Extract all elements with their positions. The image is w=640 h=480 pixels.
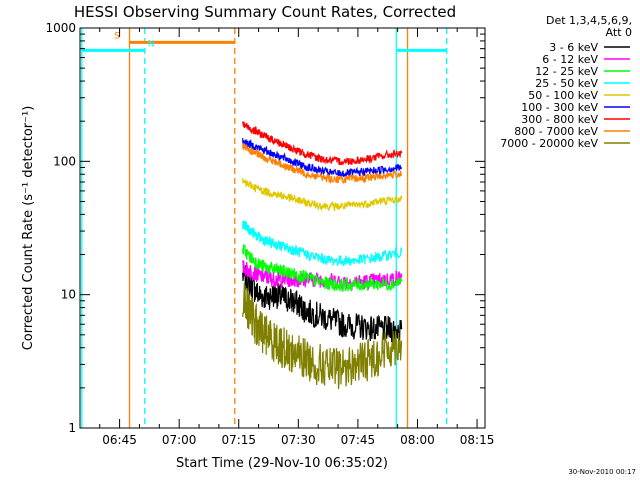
- flag-label-0: S: [114, 31, 120, 41]
- x-tick-label-3: 07:30: [281, 433, 316, 447]
- plot-area: SN: [81, 28, 448, 428]
- y-tick-label-0: 1: [68, 421, 76, 435]
- x-tick-label-0: 06:45: [102, 433, 137, 447]
- x-axis-label: Start Time (29-Nov-10 06:35:02): [176, 456, 388, 471]
- plot-frame: [79, 27, 486, 429]
- series-line-8: [242, 282, 403, 390]
- series-line-4: [242, 177, 403, 212]
- axes: 06:45 07:00 07:15 07:30 07:45 08:00 08:15 1 10 10…: [45, 21, 494, 447]
- series-line-1: [242, 260, 403, 292]
- flag-label-1: N: [148, 39, 155, 49]
- series-line-7: [242, 143, 403, 184]
- legend-label-8: 7000 - 20000 keV: [500, 137, 598, 150]
- series-line-3: [242, 220, 403, 267]
- x-tick-label-4: 07:45: [341, 433, 376, 447]
- legend-label-1: 6 - 12 keV: [542, 53, 598, 66]
- x-tick-label-2: 07:15: [221, 433, 256, 447]
- x-tick-label-5: 08:00: [400, 433, 435, 447]
- x-tick-label-6: 08:15: [460, 433, 495, 447]
- y-tick-label-2: 100: [53, 154, 76, 168]
- legend-label-4: 50 - 100 keV: [528, 89, 598, 102]
- series-line-6: [242, 121, 403, 166]
- legend-header-line-1: Det 1,3,4,5,6,9,: [546, 14, 632, 27]
- legend-label-2: 12 - 25 keV: [535, 65, 598, 78]
- legend-label-3: 25 - 50 keV: [535, 77, 598, 90]
- timestamp: 30-Nov-2010 00:17: [568, 468, 636, 476]
- legend-label-6: 300 - 800 keV: [521, 113, 598, 126]
- legend-label-5: 100 - 300 keV: [521, 101, 598, 114]
- legend-label-0: 3 - 6 keV: [549, 41, 598, 54]
- x-tick-label-1: 07:00: [162, 433, 197, 447]
- series-line-2: [242, 244, 403, 293]
- y-axis-label: Corrected Count Rate (s⁻¹ detector⁻¹): [21, 106, 36, 351]
- y-tick-label-1: 10: [61, 288, 76, 302]
- series-line-0: [242, 263, 403, 343]
- legend-header-line-2: Att 0: [606, 26, 632, 39]
- y-tick-label-3: 1000: [45, 21, 76, 35]
- legend-label-7: 800 - 7000 keV: [514, 125, 598, 138]
- chart-title: HESSI Observing Summary Count Rates, Cor…: [74, 3, 456, 21]
